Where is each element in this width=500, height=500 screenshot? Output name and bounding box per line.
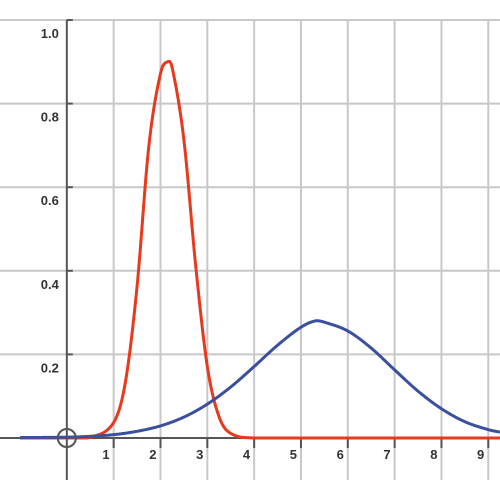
axes: [0, 19, 500, 480]
y-tick-label-0.6: 0.6: [41, 193, 59, 208]
x-tick-label-9: 9: [477, 447, 484, 462]
series-line-1: [19, 59, 500, 440]
x-tick-label-6: 6: [337, 447, 344, 462]
y-tick-label-0.4: 0.4: [41, 277, 60, 292]
origin-marker: [56, 428, 77, 448]
tick-labels: 1 2 3 4 5 6 7 8 9 0.2 0.4 0.6 0.8 1.0: [41, 26, 485, 462]
y-tick-label-1.0: 1.0: [41, 26, 59, 41]
series-group: [19, 59, 500, 440]
grid: [0, 19, 500, 480]
series-line-2: [19, 319, 500, 440]
x-tick-label-4: 4: [243, 447, 251, 462]
y-tick-label-0.8: 0.8: [41, 110, 59, 125]
y-tick-label-0.2: 0.2: [41, 360, 59, 375]
x-tick-label-5: 5: [290, 447, 297, 462]
x-tick-label-1: 1: [102, 447, 109, 462]
x-tick-label-8: 8: [430, 447, 437, 462]
x-tick-label-3: 3: [196, 447, 203, 462]
x-tick-label-2: 2: [149, 447, 156, 462]
x-tick-label-7: 7: [383, 447, 390, 462]
origin-marker-group: [56, 428, 77, 448]
